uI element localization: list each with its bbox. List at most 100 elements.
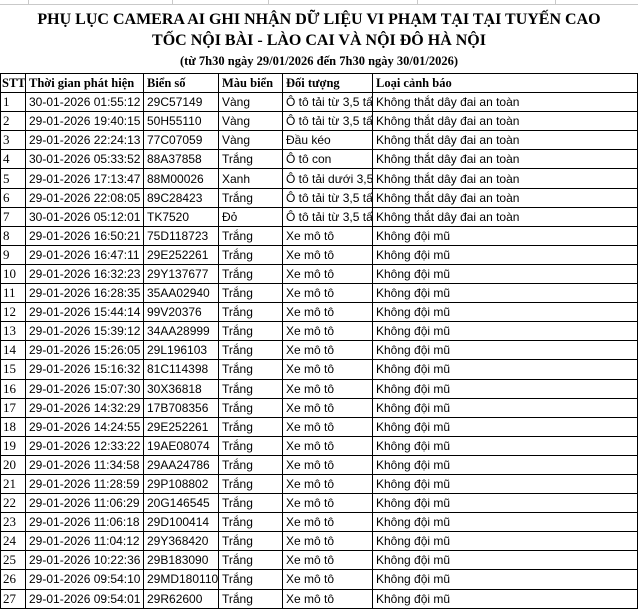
table-cell: Trắng [218, 569, 283, 590]
table-cell: Trắng [218, 454, 283, 475]
table-cell: Không đội mũ [372, 512, 638, 533]
table-cell: 13 [0, 321, 26, 342]
table-cell: 6 [0, 187, 26, 208]
table-cell: TK7520 [143, 206, 219, 227]
table-cell: 29-01-2026 16:47:11 [25, 244, 144, 265]
table-cell: Trắng [218, 493, 283, 514]
table-cell: Không thắt dây đai an toàn [372, 187, 638, 208]
table-cell: Xe mô tô [282, 283, 373, 304]
table-cell: Không đội mũ [372, 340, 638, 361]
table-cell: 29Y368420 [143, 531, 219, 552]
table-cell: 75D118723 [143, 225, 219, 246]
table-cell: Trắng [218, 263, 283, 285]
table-row: 4 30-01-2026 05:33:52 88A37858 Trắng Ô tô co… [0, 149, 638, 170]
table-row: 21 29-01-2026 11:28:59 29P108802 Trắng Xe mô… [0, 473, 638, 495]
table-cell: Trắng [218, 397, 283, 418]
table-cell: 29-01-2026 15:26:05 [25, 340, 144, 361]
table-cell: Xe mô tô [282, 302, 373, 323]
table-cell: Trắng [218, 435, 283, 456]
table-cell: 20G146545 [143, 493, 219, 514]
table-cell: Không đội mũ [372, 359, 638, 380]
table-cell: 15 [0, 359, 26, 380]
table-cell: Không thắt dây đai an toàn [372, 111, 638, 132]
table-row: 1 30-01-2026 01:55:12 29C57149 Vàng Ô tô tải… [0, 92, 638, 113]
table-cell: 30-01-2026 05:33:52 [25, 149, 144, 170]
table-cell: Vàng [218, 111, 283, 132]
column-header-time: Thời gian phát hiện [25, 72, 144, 94]
gridline-tick [28, 0, 29, 4]
table-cell: Không đội mũ [372, 588, 638, 609]
table-cell: Không đội mũ [372, 302, 638, 323]
table-cell: 29-01-2026 11:06:29 [25, 493, 144, 514]
table-cell: 29-01-2026 16:50:21 [25, 225, 144, 246]
table-cell: Xe mô tô [282, 340, 373, 361]
table-cell: 50H55110 [143, 111, 219, 132]
table-cell: Trắng [218, 531, 283, 552]
table-cell: 30-01-2026 05:12:01 [25, 206, 144, 227]
table-cell: 17B708356 [143, 397, 219, 418]
table-cell: Xe mô tô [282, 569, 373, 590]
document-title-block: PHỤ LỤC CAMERA AI GHI NHẬN DỮ LIỆU VI PH… [0, 5, 638, 73]
table-cell: 11 [0, 283, 26, 304]
table-cell: Trắng [218, 149, 283, 170]
table-cell: Vàng [218, 130, 283, 151]
table-cell: 22 [0, 493, 26, 514]
table-cell: 89C28423 [143, 187, 219, 208]
table-cell: 29-01-2026 16:32:23 [25, 263, 144, 285]
table-cell: Không thắt dây đai an toàn [372, 168, 638, 189]
table-cell: Xe mô tô [282, 263, 373, 285]
table-cell: Trắng [218, 473, 283, 495]
table-cell: Trắng [218, 416, 283, 437]
table-cell: 29E252261 [143, 244, 219, 265]
table-cell: Xe mô tô [282, 244, 373, 265]
column-header-warning-type: Loại cảnh báo [372, 72, 638, 94]
gridline-tick [417, 0, 418, 4]
table-cell: 99V20376 [143, 302, 219, 323]
table-cell: Trắng [218, 302, 283, 323]
table-cell: Vàng [218, 92, 283, 113]
table-cell: Trắng [218, 244, 283, 265]
table-cell: Không đội mũ [372, 473, 638, 495]
table-cell: 29-01-2026 12:33:22 [25, 435, 144, 456]
table-row: 10 29-01-2026 16:32:23 29Y137677 Trắng Xe mô… [0, 263, 638, 285]
table-cell: 88M00026 [143, 168, 219, 189]
table-cell: 25 [0, 550, 26, 571]
table-cell: 29-01-2026 22:08:05 [25, 187, 144, 208]
gridline-tick [555, 0, 556, 4]
table-cell: Xe mô tô [282, 321, 373, 342]
table-cell: 29-01-2026 22:24:13 [25, 130, 144, 151]
table-cell: 14 [0, 340, 26, 361]
table-cell: 29AA24786 [143, 454, 219, 475]
table-cell: Xe mô tô [282, 512, 373, 533]
table-cell: 18 [0, 416, 26, 437]
table-header-row: STT Thời gian phát hiện Biển số Màu biển… [0, 72, 638, 94]
table-cell: Ô tô tải từ 3,5 tấn [282, 111, 373, 132]
table-cell: 29-01-2026 09:54:10 [25, 569, 144, 590]
table-cell: 29L196103 [143, 340, 219, 361]
table-cell: 77C07059 [143, 130, 219, 151]
table-row: 19 29-01-2026 12:33:22 19AE08074 Trắng Xe mô… [0, 435, 638, 456]
table-cell: 29-01-2026 14:24:55 [25, 416, 144, 437]
table-cell: 29-01-2026 11:28:59 [25, 473, 144, 495]
table-cell: Trắng [218, 512, 283, 533]
table-cell: 29-01-2026 09:54:01 [25, 588, 144, 609]
table-row: 17 29-01-2026 14:32:29 17B708356 Trắng Xe mô… [0, 397, 638, 418]
table-cell: Ô tô tải từ 3,5 tấn [282, 92, 373, 113]
table-cell: 88A37858 [143, 149, 219, 170]
column-header-stt: STT [0, 72, 26, 94]
table-cell: 8 [0, 225, 26, 246]
table-cell: 29C57149 [143, 92, 219, 113]
table-cell: 35AA02940 [143, 283, 219, 304]
table-cell: 29E252261 [143, 416, 219, 437]
table-cell: Xe mô tô [282, 531, 373, 552]
table-cell: Trắng [218, 187, 283, 208]
table-cell: 29Y137677 [143, 263, 219, 285]
table-cell: Không đội mũ [372, 244, 638, 265]
table-cell: Trắng [218, 550, 283, 571]
table-cell: Xe mô tô [282, 588, 373, 609]
table-cell: 26 [0, 569, 26, 590]
table-cell: 27 [0, 588, 26, 609]
table-row: 27 29-01-2026 09:54:01 29R62600 Trắng Xe mô … [0, 588, 638, 609]
table-cell: 29-01-2026 11:04:12 [25, 531, 144, 552]
table-cell: 29B183090 [143, 550, 219, 571]
